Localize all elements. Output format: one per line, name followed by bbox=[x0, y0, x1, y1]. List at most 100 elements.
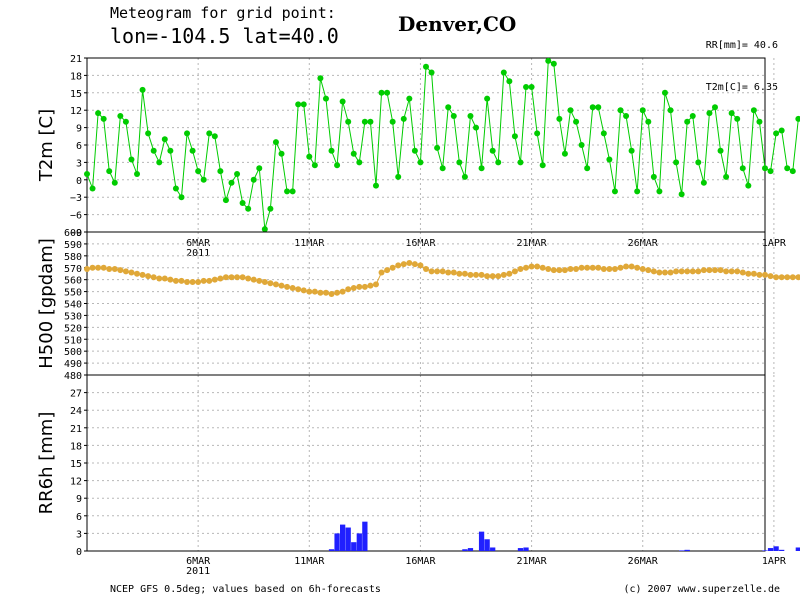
data-point bbox=[561, 150, 568, 157]
data-point bbox=[706, 267, 713, 274]
data-point bbox=[145, 130, 152, 137]
data-point bbox=[245, 205, 252, 212]
precip-bar bbox=[484, 539, 490, 551]
y-tick-label: 0 bbox=[76, 547, 82, 558]
data-point bbox=[284, 283, 291, 290]
data-point bbox=[345, 286, 352, 293]
precip-bar bbox=[356, 533, 362, 551]
data-point bbox=[673, 159, 680, 166]
data-point bbox=[484, 95, 491, 102]
data-point bbox=[750, 107, 757, 114]
y-tick-label: 480 bbox=[64, 371, 82, 382]
precip-bar bbox=[339, 524, 346, 551]
data-point bbox=[678, 268, 685, 275]
data-point bbox=[100, 264, 107, 271]
data-point bbox=[673, 268, 680, 275]
data-point bbox=[239, 200, 246, 206]
data-point bbox=[456, 270, 463, 277]
y-tick-label: 510 bbox=[64, 335, 82, 346]
data-point bbox=[661, 89, 668, 96]
data-point bbox=[278, 282, 285, 289]
precip-bar bbox=[773, 546, 779, 551]
data-point bbox=[717, 147, 724, 154]
data-point bbox=[767, 273, 774, 280]
data-point bbox=[617, 107, 624, 114]
data-point bbox=[634, 188, 641, 195]
data-point bbox=[234, 171, 241, 177]
data-point bbox=[523, 84, 530, 90]
y-tick-label: 490 bbox=[64, 359, 82, 370]
data-point bbox=[139, 271, 146, 278]
data-point bbox=[611, 265, 618, 272]
data-point bbox=[184, 279, 191, 286]
data-point bbox=[106, 168, 113, 175]
data-point bbox=[628, 147, 635, 154]
precip-bar bbox=[462, 549, 468, 551]
data-point bbox=[389, 118, 396, 125]
data-point bbox=[89, 185, 96, 192]
data-point bbox=[561, 267, 568, 274]
data-point bbox=[539, 264, 546, 271]
y-axis-label: RR6h [mm] bbox=[36, 412, 57, 515]
precip-bar bbox=[362, 521, 368, 551]
t2m-mean-text: T2m[C]= 6.35 bbox=[705, 82, 778, 93]
data-point bbox=[695, 268, 702, 275]
data-point bbox=[606, 265, 613, 272]
data-point bbox=[617, 264, 624, 271]
data-point bbox=[167, 276, 174, 283]
data-point bbox=[84, 171, 90, 177]
x-tick-year-label: 2011 bbox=[186, 566, 210, 577]
data-point bbox=[395, 173, 402, 180]
data-point bbox=[667, 107, 674, 114]
data-point bbox=[95, 264, 102, 271]
data-point bbox=[528, 84, 535, 90]
data-point bbox=[95, 110, 102, 117]
data-point bbox=[289, 285, 296, 292]
data-point bbox=[661, 269, 668, 276]
data-point bbox=[395, 262, 402, 269]
y-tick-label: 540 bbox=[64, 300, 82, 311]
data-point bbox=[589, 104, 596, 111]
data-point bbox=[650, 268, 657, 275]
data-point bbox=[545, 265, 552, 272]
data-point bbox=[267, 205, 274, 212]
data-point bbox=[400, 115, 407, 122]
data-point bbox=[328, 147, 335, 154]
data-point bbox=[172, 277, 179, 284]
x-tick-label: 26MAR bbox=[628, 556, 659, 567]
data-point bbox=[350, 285, 357, 292]
y-tick-label: 21 bbox=[70, 54, 82, 65]
data-point bbox=[139, 86, 146, 93]
data-point bbox=[134, 270, 141, 277]
y-tick-label: −9 bbox=[70, 228, 82, 239]
precip-bar bbox=[351, 542, 357, 551]
x-tick-label: 11MAR bbox=[294, 556, 325, 567]
y-tick-label: 12 bbox=[70, 477, 82, 488]
data-point bbox=[117, 113, 124, 119]
data-point bbox=[211, 133, 218, 140]
data-point bbox=[495, 159, 502, 166]
data-point bbox=[195, 279, 202, 286]
data-point bbox=[245, 275, 252, 282]
data-point bbox=[117, 267, 124, 274]
data-source-note: NCEP GFS 0.5deg; values based on 6h-fore… bbox=[110, 584, 381, 595]
data-point bbox=[411, 261, 418, 268]
data-point bbox=[189, 147, 196, 154]
data-point bbox=[795, 274, 800, 281]
data-point bbox=[100, 115, 107, 122]
precip-bar bbox=[762, 550, 768, 551]
y-tick-label: 24 bbox=[70, 406, 82, 417]
data-point bbox=[684, 268, 691, 275]
data-point bbox=[122, 268, 129, 275]
data-point bbox=[311, 288, 318, 295]
data-point bbox=[306, 153, 313, 160]
grid-point-coordinates: lon=-104.5 lat=40.0 bbox=[110, 24, 339, 48]
data-point bbox=[506, 78, 513, 85]
data-point bbox=[267, 280, 274, 287]
data-point bbox=[189, 279, 196, 286]
data-point bbox=[700, 179, 707, 186]
data-point bbox=[700, 267, 707, 274]
data-point bbox=[645, 118, 652, 125]
data-point bbox=[511, 268, 518, 275]
data-point bbox=[406, 259, 413, 266]
